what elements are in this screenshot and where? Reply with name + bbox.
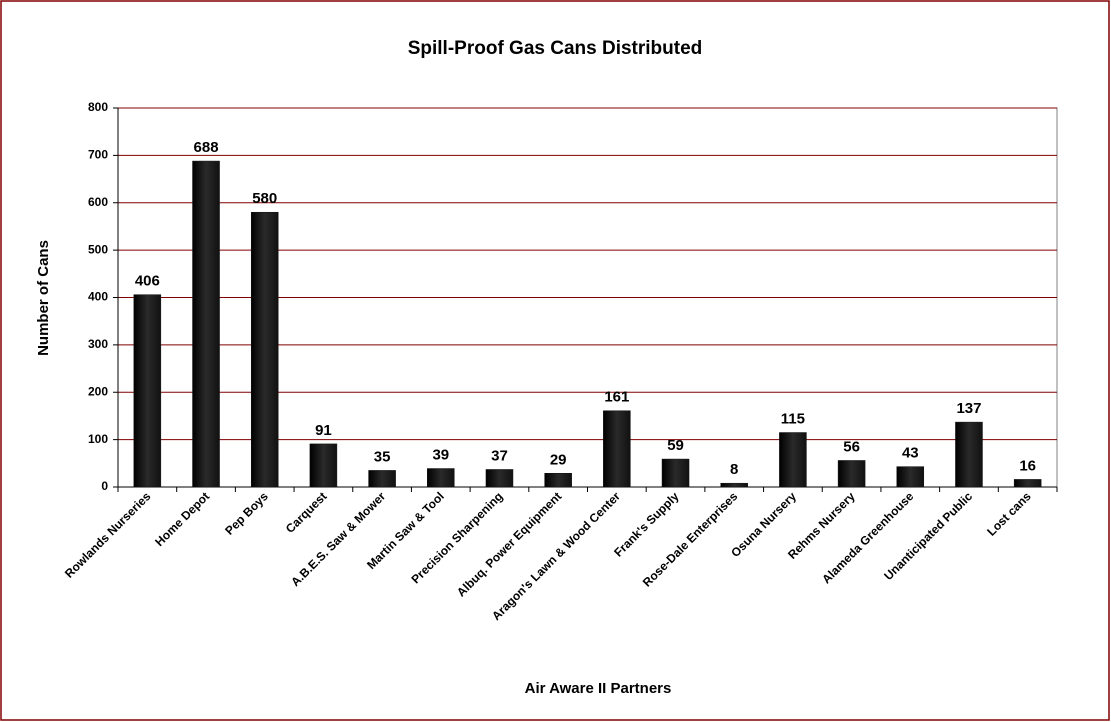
data-label: 161 — [604, 389, 629, 406]
data-label: 580 — [252, 190, 277, 207]
bar — [192, 160, 220, 488]
data-label: 8 — [730, 461, 738, 478]
data-label: 43 — [902, 445, 919, 462]
data-label: 29 — [550, 451, 567, 468]
y-tick-label: 800 — [88, 100, 108, 114]
bar — [603, 410, 631, 488]
y-tick-label: 200 — [88, 384, 108, 398]
data-label: 115 — [781, 411, 805, 428]
y-tick-label: 600 — [88, 195, 108, 209]
data-label: 16 — [1019, 457, 1036, 474]
bar — [427, 468, 455, 488]
data-label: 137 — [956, 400, 981, 417]
x-axis-label: Air Aware II Partners — [525, 680, 672, 697]
data-label: 406 — [135, 273, 160, 290]
y-tick-label: 300 — [88, 337, 108, 351]
y-tick-label: 100 — [88, 432, 108, 446]
data-label: 59 — [667, 437, 684, 454]
y-tick-label: 500 — [88, 242, 108, 256]
data-label: 39 — [432, 447, 449, 464]
y-tick-label: 0 — [101, 479, 108, 493]
y-tick-label: 700 — [88, 148, 108, 162]
data-label: 91 — [315, 422, 332, 439]
y-axis-label: Number of Cans — [35, 240, 52, 356]
data-label: 37 — [491, 447, 508, 464]
chart-title: Spill-Proof Gas Cans Distributed — [408, 38, 703, 59]
bar — [661, 458, 690, 488]
data-label: 56 — [843, 438, 860, 455]
bar — [544, 473, 572, 488]
bar — [720, 482, 748, 488]
bar — [896, 466, 925, 488]
data-label: 688 — [194, 139, 219, 156]
bar — [837, 460, 866, 488]
y-tick-label: 400 — [88, 290, 108, 304]
data-label: 35 — [374, 448, 391, 465]
bar — [368, 470, 396, 488]
bar — [133, 294, 162, 488]
bar — [1013, 479, 1042, 488]
bar — [955, 421, 983, 488]
bar — [779, 432, 807, 488]
bar — [485, 469, 514, 488]
bar — [250, 211, 279, 488]
bar — [309, 443, 338, 488]
